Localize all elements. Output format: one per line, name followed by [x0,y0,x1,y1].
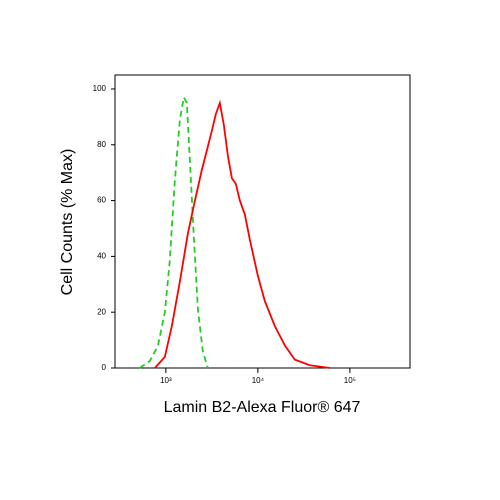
x-tick-label: 10³ [160,376,172,385]
y-tick-label: 80 [97,140,106,149]
y-tick-label: 60 [97,196,106,205]
x-axis-title: Lamin B2-Alexa Fluor® 647 [164,399,361,416]
y-axis-title: Cell Counts (% Max) [59,149,76,296]
series-line [154,99,331,369]
y-tick-label: 100 [93,84,107,93]
y-tick-label: 20 [97,307,106,316]
y-tick-label: 40 [97,251,106,260]
plot-frame [114,74,411,369]
series-line [139,94,209,369]
x-tick-label: 10⁵ [344,376,356,385]
y-tick-label: 0 [102,363,107,372]
x-tick-label: 10⁴ [252,376,265,385]
